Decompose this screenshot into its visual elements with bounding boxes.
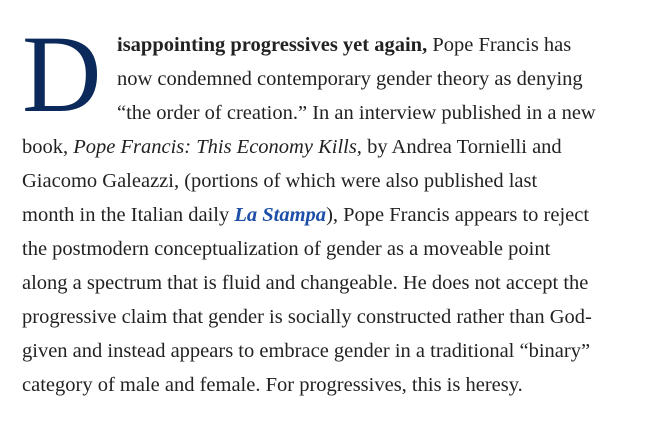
text-segment: “the order of creation.” In an interview…	[117, 102, 596, 124]
text-line: progressive claim that gender is sociall…	[22, 300, 642, 334]
lead-in-bold: isappointing progressives yet again,	[117, 34, 428, 56]
text-segment: by Andrea Tornielli and	[361, 136, 562, 158]
text-line: now condemned contemporary gender theory…	[22, 62, 642, 96]
text-segment: now condemned contemporary gender theory…	[117, 68, 583, 90]
text-line: the postmodern conceptualization of gend…	[22, 232, 642, 266]
text-segment: Giacomo Galeazzi, (portions of which wer…	[22, 170, 538, 192]
text-segment: book,	[22, 136, 74, 158]
text-line: isappointing progressives yet again, Pop…	[22, 28, 642, 62]
text-line: given and instead appears to embrace gen…	[22, 334, 642, 368]
text-line: book, Pope Francis: This Economy Kills, …	[22, 130, 642, 164]
text-segment: Pope Francis has	[427, 34, 572, 56]
text-line: category of male and female. For progres…	[22, 368, 642, 402]
article-paragraph: D isappointing progressives yet again, P…	[22, 13, 642, 402]
text-segment: progressive claim that gender is sociall…	[22, 306, 592, 328]
book-title: Pope Francis: This Economy Kills,	[73, 136, 362, 158]
text-segment: ), Pope Francis appears to reject	[326, 204, 590, 226]
text-segment: along a spectrum that is fluid and chang…	[22, 272, 589, 294]
text-line: “the order of creation.” In an interview…	[22, 96, 642, 130]
drop-cap: D	[22, 13, 102, 135]
text-line: along a spectrum that is fluid and chang…	[22, 266, 642, 300]
paragraph-lines: isappointing progressives yet again, Pop…	[22, 28, 642, 402]
text-segment: given and instead appears to embrace gen…	[22, 340, 591, 362]
la-stampa-link[interactable]: La Stampa	[234, 204, 327, 226]
text-segment: category of male and female. For progres…	[22, 374, 523, 396]
text-segment: month in the Italian daily	[22, 204, 235, 226]
text-segment: the postmodern conceptualization of gend…	[22, 238, 551, 260]
text-line: Giacomo Galeazzi, (portions of which wer…	[22, 164, 642, 198]
text-line: month in the Italian daily La Stampa), P…	[22, 198, 642, 232]
